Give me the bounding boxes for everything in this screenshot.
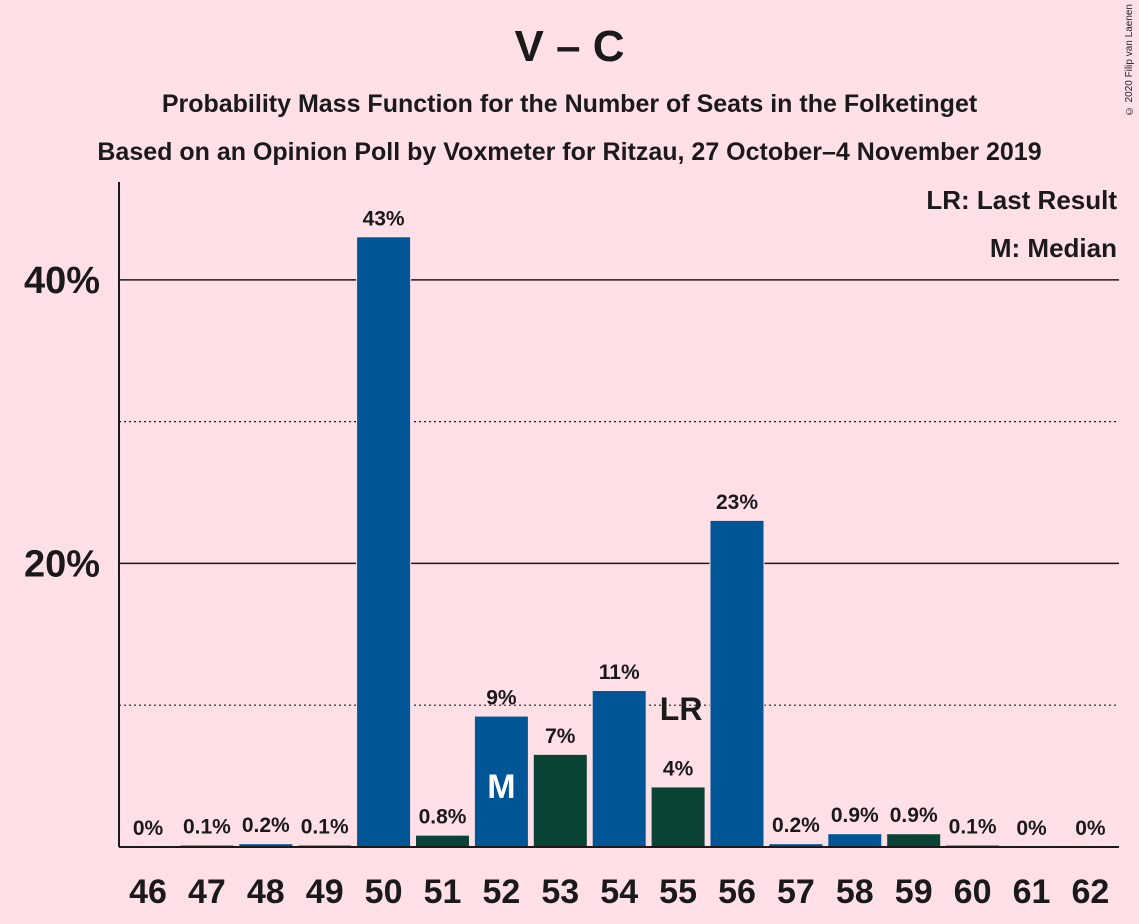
bar-50 [357,237,411,847]
value-label-56: 23% [716,491,758,514]
value-label-54: 11% [599,661,640,684]
value-label-58: 0.9% [831,804,879,827]
bar-55 [651,787,705,847]
value-label-60: 0.1% [949,816,997,839]
value-label-59: 0.9% [890,804,938,827]
bar-53 [533,754,587,847]
x-tick-label-47: 47 [188,873,226,911]
legend-entry: LR: Last Result [926,185,1117,215]
x-tick-label-53: 53 [541,873,579,911]
x-tick-label-62: 62 [1071,873,1109,911]
bar-57 [769,844,823,847]
bar-54 [592,691,646,847]
value-label-47: 0.1% [183,816,231,839]
chart-title: V – C [514,22,625,71]
bar-59 [887,834,941,847]
y-tick-label: 40% [24,260,100,302]
value-label-50: 43% [363,207,405,230]
value-label-51: 0.8% [419,806,467,829]
y-tick-label: 20% [24,543,100,585]
x-tick-label-49: 49 [306,873,344,911]
x-tick-label-46: 46 [129,873,167,911]
value-label-62: 0% [1075,817,1106,840]
x-tick-label-48: 48 [247,873,285,911]
value-label-52: 9% [486,687,517,710]
x-tick-label-56: 56 [718,873,756,911]
median-marker: M [487,768,515,806]
x-tick-label-60: 60 [954,873,992,911]
x-tick-label-57: 57 [777,873,815,911]
bar-52 [474,716,528,847]
bar-51 [416,835,469,847]
legend-entry: M: Median [990,233,1117,263]
value-label-49: 0.1% [301,816,349,839]
bar-48 [239,844,293,847]
last-result-marker: LR [660,691,703,727]
value-label-53: 7% [545,725,576,748]
x-tick-label-58: 58 [836,873,874,911]
value-label-48: 0.2% [242,814,290,837]
x-tick-label-52: 52 [482,873,520,911]
value-label-57: 0.2% [772,814,820,837]
x-tick-label-50: 50 [365,873,403,911]
value-label-61: 0% [1016,817,1047,840]
x-tick-label-51: 51 [424,873,462,911]
x-tick-label-55: 55 [659,873,697,911]
value-label-55: 4% [663,757,694,780]
x-tick-label-61: 61 [1013,873,1051,911]
bar-58 [828,834,882,847]
x-tick-label-54: 54 [600,873,638,911]
bar-56 [710,520,764,847]
chart-subtitle-poll: Based on an Opinion Poll by Voxmeter for… [97,138,1042,166]
value-label-46: 0% [133,817,164,840]
x-tick-label-59: 59 [895,873,933,911]
chart-subtitle: Probability Mass Function for the Number… [161,90,978,118]
